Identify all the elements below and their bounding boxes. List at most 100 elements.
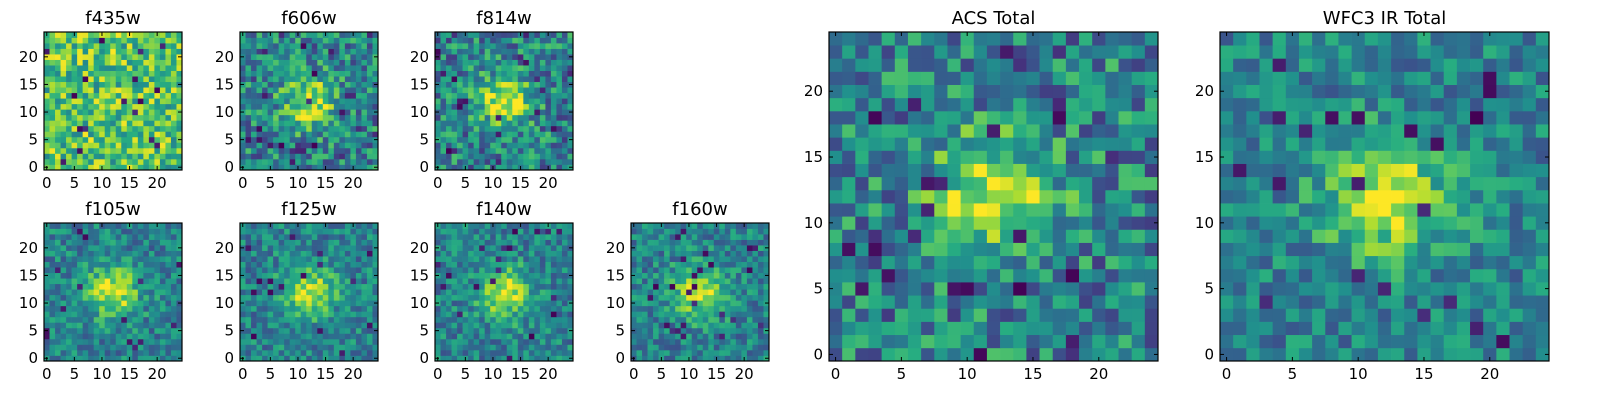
heatmap-cell [143, 239, 150, 246]
heatmap-cell [366, 311, 373, 318]
heatmap-cell [66, 87, 72, 94]
heatmap-cell [741, 228, 748, 235]
heatmap-cell [556, 338, 563, 345]
heatmap-cell [350, 153, 357, 160]
heatmap-cell [829, 176, 843, 191]
heatmap-cell [289, 70, 296, 77]
heatmap-cell [506, 305, 513, 312]
heatmap-cell [567, 65, 574, 71]
heatmap-cell [49, 147, 56, 154]
heatmap-cell [440, 43, 447, 49]
heatmap-cell [93, 120, 100, 127]
heatmap-cell [121, 272, 128, 279]
heatmap-cell [339, 32, 346, 38]
heatmap-cell [137, 98, 144, 105]
heatmap-cell [121, 158, 128, 165]
heatmap-cell [757, 261, 764, 268]
y-tick-label: 10 [215, 294, 234, 312]
heatmap-cell [881, 163, 896, 178]
y-tick-label: 20 [410, 48, 429, 66]
heatmap-cell [372, 76, 379, 83]
heatmap-cell [126, 228, 133, 235]
heatmap-cell [176, 59, 183, 66]
heatmap-cell [735, 261, 742, 268]
heatmap-cell [49, 81, 56, 88]
heatmap-cell [708, 234, 715, 240]
heatmap-cell [71, 92, 78, 99]
heatmap-cell [126, 234, 133, 240]
heatmap-cell [534, 54, 541, 60]
heatmap-cell [256, 125, 263, 132]
heatmap-cell [517, 272, 524, 279]
heatmap-cell [240, 234, 246, 240]
heatmap-cell [724, 305, 731, 312]
heatmap-cell [842, 216, 856, 230]
heatmap-cell [317, 131, 324, 138]
heatmap-cell [306, 32, 313, 38]
heatmap-cell [366, 223, 373, 229]
heatmap-cell [284, 43, 291, 49]
heatmap-cell [295, 250, 302, 257]
heatmap-cell [829, 242, 843, 257]
heatmap-cell [1026, 242, 1040, 257]
heatmap-cell [484, 147, 491, 154]
heatmap-cell [137, 261, 144, 268]
heatmap-cell [653, 289, 659, 296]
heatmap-cell [702, 300, 709, 307]
heatmap-cell [317, 234, 324, 240]
heatmap-cell [245, 59, 252, 66]
heatmap-cell [556, 81, 563, 88]
heatmap-cell [55, 256, 61, 262]
heatmap-cell [251, 37, 257, 44]
heatmap-cell [653, 272, 659, 279]
heatmap-cell [686, 300, 693, 307]
heatmap-cell [451, 294, 458, 301]
heatmap-cell [545, 278, 552, 285]
heatmap-cell [77, 272, 83, 279]
heatmap-cell [567, 142, 574, 149]
heatmap-cell [528, 147, 535, 154]
heatmap-cell [642, 316, 648, 323]
heatmap-cell [1039, 295, 1054, 309]
heatmap-cell [159, 142, 166, 149]
heatmap-cell [501, 65, 508, 71]
heatmap-cell [240, 37, 246, 44]
heatmap-cell [664, 245, 670, 251]
heatmap-cell [495, 289, 502, 296]
heatmap-cell [495, 338, 502, 345]
heatmap-cell [55, 333, 61, 340]
heatmap-cell [284, 131, 291, 138]
heatmap-cell [88, 92, 95, 99]
heatmap-cell [462, 147, 469, 154]
heatmap-cell [451, 234, 458, 240]
heatmap-cell [556, 103, 563, 110]
heatmap-cell [361, 278, 368, 285]
heatmap-cell [55, 245, 61, 251]
heatmap-cell [306, 54, 313, 60]
heatmap-cell [284, 333, 291, 340]
heatmap-cell [550, 223, 557, 229]
heatmap-cell [49, 76, 56, 83]
heatmap-cell [440, 223, 447, 229]
heatmap-cell [300, 32, 307, 38]
heatmap-cell [159, 103, 166, 110]
heatmap-cell [1092, 255, 1106, 270]
heatmap-cell [44, 103, 50, 110]
heatmap-cell [1131, 229, 1146, 243]
heatmap-cell [159, 92, 166, 99]
heatmap-cell [267, 65, 274, 71]
heatmap-cell [451, 76, 458, 83]
heatmap-cell [479, 153, 486, 160]
heatmap-cell [647, 234, 654, 240]
heatmap-cell [60, 158, 67, 165]
heatmap-cell [440, 98, 447, 105]
heatmap-cell [66, 234, 72, 240]
x-tick-label: 15 [316, 365, 335, 383]
heatmap-cell [350, 70, 357, 77]
y-tick-label: 5 [224, 131, 234, 149]
heatmap-cell [88, 311, 95, 318]
heatmap-cell [132, 54, 139, 60]
heatmap-cell [517, 65, 524, 71]
heatmap-cell [730, 267, 737, 274]
heatmap-cell [262, 300, 268, 307]
